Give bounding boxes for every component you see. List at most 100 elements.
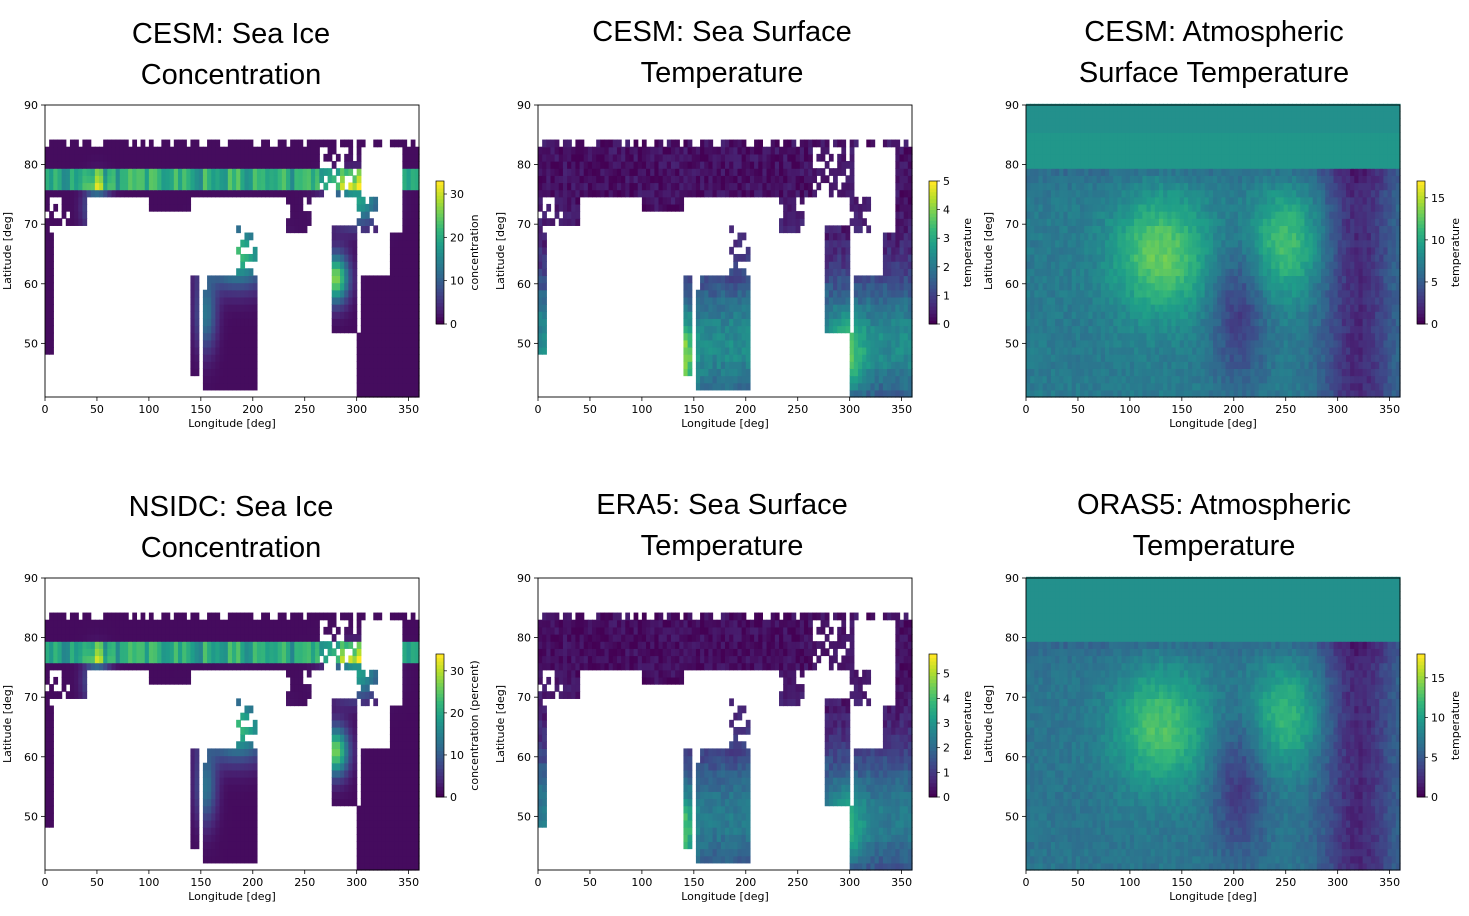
heatmap-cell <box>148 182 154 191</box>
heatmap-cell <box>165 168 171 176</box>
heatmap-cell <box>57 161 63 169</box>
heatmap-cell <box>119 168 125 176</box>
heatmap-cell <box>364 311 370 319</box>
heatmap-cell <box>1088 311 1094 319</box>
heatmap-cell <box>227 168 233 176</box>
heatmap-cell <box>1179 361 1185 369</box>
heatmap-cell <box>575 153 581 162</box>
heatmap-cell <box>837 161 842 169</box>
heatmap-cell <box>1300 375 1306 384</box>
heatmap-cell <box>1296 325 1301 334</box>
heatmap-cell <box>240 346 246 355</box>
heatmap-cell <box>340 296 345 305</box>
heatmap-cell <box>1246 289 1251 298</box>
heatmap-cell <box>1121 268 1127 277</box>
heatmap-cell <box>774 189 780 198</box>
heatmap-cell <box>377 361 383 369</box>
heatmap-cell <box>658 182 664 191</box>
heatmap-cell <box>716 175 722 184</box>
heatmap-cell <box>385 339 391 348</box>
heatmap-cell <box>899 211 905 219</box>
heatmap-cell <box>1158 296 1164 305</box>
heatmap-cell <box>227 361 233 369</box>
heatmap-cell <box>1084 325 1089 334</box>
heatmap-cell <box>1237 232 1243 241</box>
heatmap-cell <box>841 311 847 319</box>
heatmap-cell <box>61 211 67 219</box>
colorbar-step <box>929 231 937 236</box>
heatmap-cell <box>1246 282 1251 291</box>
heatmap-cell <box>364 275 370 284</box>
heatmap-cell <box>704 382 709 391</box>
heatmap-cell <box>1379 311 1384 319</box>
heatmap-cell <box>708 311 714 319</box>
heatmap-cell <box>215 382 221 391</box>
heatmap-cell <box>1229 239 1235 248</box>
heatmap-cell <box>841 246 847 255</box>
heatmap-cell <box>1026 375 1031 384</box>
heatmap-cell <box>290 153 295 162</box>
heatmap-cell <box>1071 253 1077 262</box>
heatmap-cell <box>1080 253 1085 262</box>
heatmap-cell <box>1250 318 1256 327</box>
heatmap-cell <box>1200 304 1206 312</box>
colorbar-step <box>929 195 937 200</box>
heatmap-cell <box>364 203 370 212</box>
heatmap-cell <box>845 189 851 198</box>
heatmap-cell <box>1217 275 1222 284</box>
heatmap-cell <box>1254 332 1260 341</box>
heatmap-cell <box>78 211 83 219</box>
heatmap-cell <box>1379 389 1384 398</box>
heatmap-cell <box>1275 368 1281 377</box>
heatmap-cell <box>1254 289 1260 298</box>
heatmap-cell <box>716 168 722 176</box>
heatmap-cell <box>1158 375 1164 384</box>
heatmap-cell <box>1279 282 1285 291</box>
colorbar-label: concentration <box>468 214 481 290</box>
heatmap-cell <box>340 246 345 255</box>
heatmap-cell <box>1354 261 1360 269</box>
heatmap-cell <box>1175 325 1181 334</box>
heatmap-cell <box>227 175 233 184</box>
heatmap-cell <box>1204 346 1210 355</box>
heatmap-cell <box>1267 268 1272 277</box>
heatmap-cell <box>1254 304 1260 312</box>
heatmap-cell <box>381 282 387 291</box>
heatmap-cell <box>542 218 547 226</box>
heatmap-cell <box>828 268 834 277</box>
heatmap-cell <box>1391 375 1397 384</box>
heatmap-cell <box>1075 325 1081 334</box>
heatmap-cell <box>410 161 416 169</box>
heatmap-cell <box>666 146 672 155</box>
heatmap-cell <box>148 196 154 205</box>
heatmap-cell <box>1329 253 1335 262</box>
heatmap-cell <box>364 318 370 327</box>
heatmap-cell <box>1213 296 1218 305</box>
heatmap-cell <box>882 318 888 327</box>
heatmap-cell <box>1138 253 1143 262</box>
heatmap-cell <box>1188 232 1193 241</box>
heatmap-cell <box>679 175 685 184</box>
heatmap-cell <box>1183 268 1189 277</box>
heatmap-cell <box>364 368 370 377</box>
heatmap-cell <box>641 168 647 176</box>
heatmap-cell <box>1196 261 1202 269</box>
heatmap-cell <box>633 175 639 184</box>
heatmap-cell <box>1026 304 1031 312</box>
heatmap-cell <box>1366 325 1372 334</box>
heatmap-cell <box>1034 332 1040 341</box>
colorbar-step <box>929 213 937 218</box>
heatmap-cell <box>538 232 543 241</box>
heatmap-cell <box>621 175 626 184</box>
heatmap-cell <box>1271 282 1276 291</box>
heatmap-cell <box>1350 296 1355 305</box>
heatmap-cell <box>1291 375 1297 384</box>
heatmap-cell <box>1104 346 1110 355</box>
heatmap-cell <box>265 175 270 184</box>
heatmap-cell <box>394 232 399 241</box>
heatmap-cell <box>866 139 872 148</box>
heatmap-cell <box>1158 275 1164 284</box>
heatmap-cell <box>1383 368 1389 377</box>
heatmap-cell <box>704 282 709 291</box>
heatmap-cell <box>550 161 556 169</box>
